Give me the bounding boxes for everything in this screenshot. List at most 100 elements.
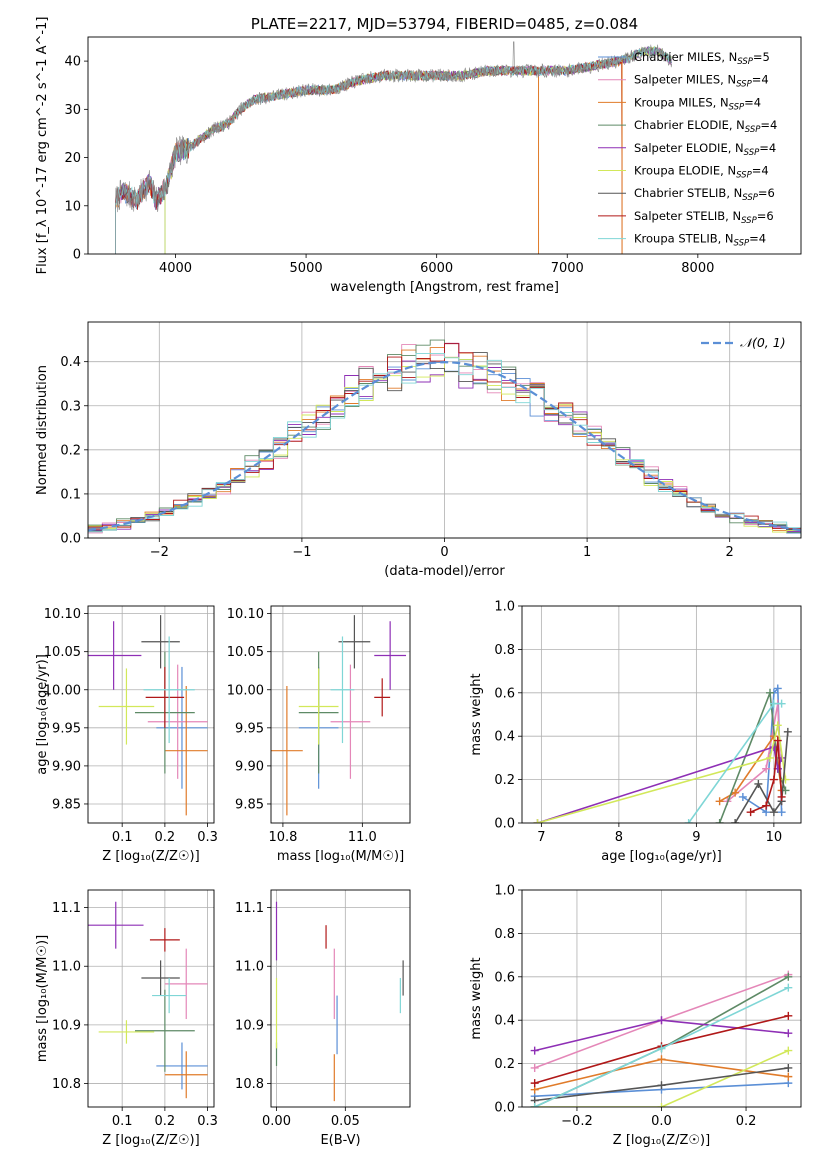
mass-weight-marker xyxy=(530,1079,539,1088)
mass-weight-marker xyxy=(657,1044,666,1053)
x-axis-label: age [log₁₀(age/yr)] xyxy=(601,849,722,864)
y-tick-label: 9.95 xyxy=(52,721,81,736)
y-tick-label: 1.0 xyxy=(494,600,515,615)
mass-weight-marker xyxy=(657,1081,666,1090)
mass-weight-vs-age-panel: 7 8 9 10 0.0 0.2 0.4 0.6 0.8 1.0 age [log₁₀(age/yr… xyxy=(469,600,802,864)
model-spectrum-line xyxy=(115,56,623,254)
mass-weight-marker xyxy=(784,1011,793,1020)
x-tick-label: 6000 xyxy=(420,261,453,276)
legend-entry-suffix: =4 xyxy=(749,232,766,246)
y-tick-label: 0.2 xyxy=(494,773,515,788)
x-axis-label: Z [log₁₀(Z/Z☉)] xyxy=(613,1133,710,1148)
mass-weight-marker xyxy=(773,684,782,693)
legend-entry: 𝒩(0, 1) xyxy=(740,335,786,350)
y-tick-label: 11.1 xyxy=(235,901,264,916)
age-vs-mass-panel: 10.8 11.0 9.85 9.90 9.95 10.00 10.05 10.10 mass … xyxy=(227,605,411,864)
y-tick-label: 10.8 xyxy=(52,1077,81,1092)
histogram-step xyxy=(88,352,801,538)
plot-area xyxy=(530,970,793,1107)
legend-entry-subscript: SSP xyxy=(736,80,752,90)
y-axis-label: Flux [f_λ 10^-17 erg cm^-2 s^-1 A^-1] xyxy=(35,17,50,275)
y-tick-label: 11.1 xyxy=(52,901,81,916)
legend-entry-suffix: =4 xyxy=(760,118,777,132)
x-tick-label: 0.2 xyxy=(736,1114,757,1129)
y-tick-label: 9.90 xyxy=(52,759,81,774)
plot-area xyxy=(533,684,792,823)
mass-weight-marker xyxy=(530,1103,539,1107)
legend-entry-subscript: SSP xyxy=(741,216,757,226)
x-tick-label: 0.2 xyxy=(155,1114,176,1129)
axes-frame xyxy=(521,605,802,824)
mass-weight-marker xyxy=(784,1029,793,1038)
y-tick-label: 10.9 xyxy=(52,1018,81,1033)
x-tick-label: 8 xyxy=(615,830,623,845)
x-tick-label: 4000 xyxy=(159,261,192,276)
y-tick-label: 10.10 xyxy=(227,607,264,622)
axes-frame xyxy=(521,889,802,1108)
legend-entry-suffix: =4 xyxy=(752,73,769,87)
mass-weight-marker xyxy=(715,819,724,823)
x-tick-label: 7000 xyxy=(551,261,584,276)
x-tick-label: 10.8 xyxy=(268,830,297,845)
y-tick-label: 0.8 xyxy=(494,643,515,658)
mass-weight-marker xyxy=(777,792,786,801)
axes-frame xyxy=(270,605,411,824)
y-tick-label: 0.0 xyxy=(494,817,515,832)
x-tick-label: 10 xyxy=(766,830,783,845)
legend-entry: Salpeter MILES, NSSP=4 xyxy=(634,73,769,90)
legend-entry-text: Kroupa ELODIE, N xyxy=(634,164,736,178)
mass-weight-marker xyxy=(769,775,778,784)
x-axis-label: Z [log₁₀(Z/Z☉)] xyxy=(102,849,199,864)
mass-weight-line xyxy=(534,1049,789,1107)
legend-entry-text: Chabrier STELIB, N xyxy=(634,186,742,200)
mass-weight-marker xyxy=(766,753,774,762)
legend-entry-subscript: SSP xyxy=(745,125,761,135)
legend-entry: Kroupa ELODIE, NSSP=4 xyxy=(634,164,769,181)
y-tick-label: 30 xyxy=(64,103,81,118)
legend-entry-subscript: SSP xyxy=(744,148,760,158)
mass-weight-marker xyxy=(784,1072,793,1081)
mass-weight-marker xyxy=(530,1046,539,1055)
y-tick-label: 0.0 xyxy=(60,532,81,547)
chart-title: PLATE=2217, MJD=53794, FIBERID=0485, z=0… xyxy=(251,15,638,33)
legend-entry-text: Salpeter ELODIE, N xyxy=(634,141,744,155)
legend-entry-suffix: =6 xyxy=(757,209,774,223)
mass-weight-marker xyxy=(684,819,693,823)
legend-entry: Chabrier ELODIE, NSSP=4 xyxy=(634,118,777,135)
x-axis-label: (data-model)/error xyxy=(384,564,505,579)
legend-entry-suffix: =5 xyxy=(753,50,770,64)
plot-area xyxy=(88,615,208,816)
y-tick-label: 0.8 xyxy=(494,927,515,942)
mass-weight-line xyxy=(537,725,787,823)
x-axis-label: Z [log₁₀(Z/Z☉)] xyxy=(102,1133,199,1148)
y-tick-label: 0.6 xyxy=(494,686,515,701)
legend-entry-suffix: =4 xyxy=(759,141,776,155)
y-tick-label: 0.4 xyxy=(494,730,515,745)
mass-weight-vs-z-panel: −0.2 0.0 0.2 0.0 0.2 0.4 0.6 0.8 1.0 Z [log₁₀(Z/Z… xyxy=(469,884,802,1148)
y-tick-label: 10.10 xyxy=(44,607,81,622)
y-tick-label: 0 xyxy=(73,248,81,263)
y-tick-label: 11.0 xyxy=(235,960,264,975)
legend-entry-suffix: =6 xyxy=(758,186,775,200)
y-axis-label: age [log₁₀(age/yr)] xyxy=(35,654,50,775)
y-tick-label: 10.00 xyxy=(44,683,81,698)
plot-area xyxy=(88,901,208,1099)
x-tick-label: 11.0 xyxy=(348,830,377,845)
mass-weight-marker xyxy=(769,699,778,708)
mass-weight-marker xyxy=(783,727,792,736)
observed-spectrum-line xyxy=(115,41,672,213)
y-tick-label: 10.00 xyxy=(227,683,264,698)
x-tick-label: 0.1 xyxy=(112,830,133,845)
mass-weight-marker xyxy=(715,797,724,806)
mass-weight-marker xyxy=(746,808,755,817)
mass-weight-marker xyxy=(769,808,778,817)
axes-frame xyxy=(87,321,802,539)
legend-entry: Kroupa MILES, NSSP=4 xyxy=(634,95,761,112)
legend-entry: Kroupa STELIB, NSSP=4 xyxy=(634,232,766,249)
axes-frame xyxy=(270,889,411,1108)
plot-area xyxy=(115,41,673,254)
x-tick-label: 0.00 xyxy=(262,1114,291,1129)
y-tick-label: 0.2 xyxy=(494,1057,515,1072)
x-tick-label: 0 xyxy=(440,545,448,560)
y-axis-label: mass weight xyxy=(469,957,484,1039)
